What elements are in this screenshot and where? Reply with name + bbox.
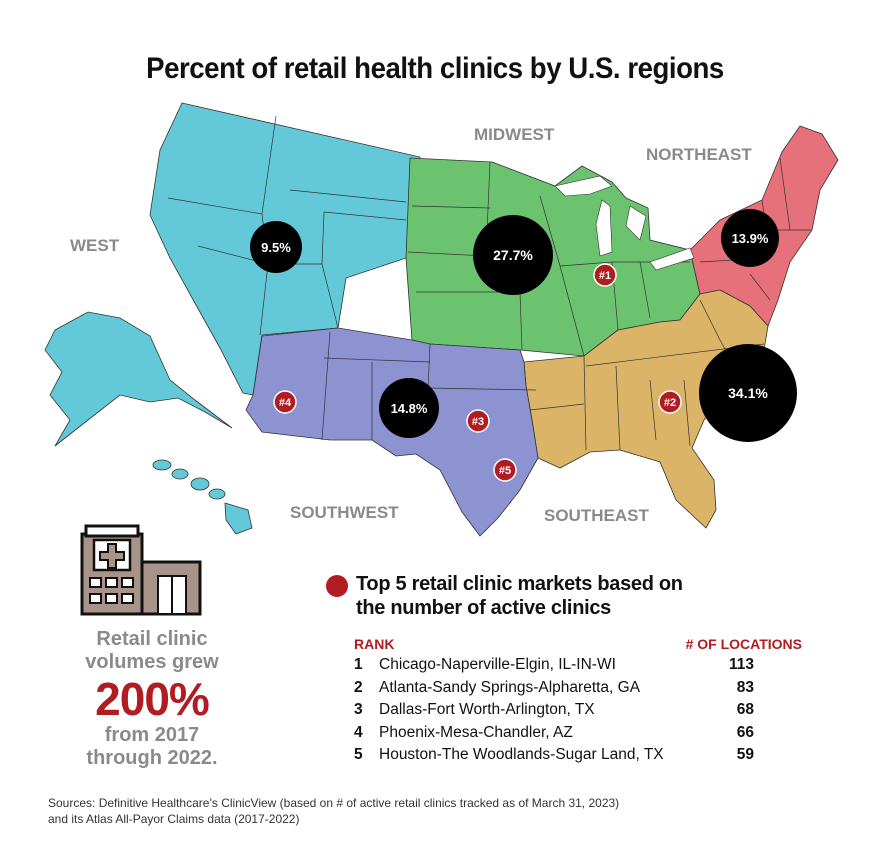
growth-callout: Retail clinic volumes grew 200% from 201…	[52, 628, 252, 770]
table-row: 4 Phoenix-Mesa-Chandler, AZ 66	[354, 724, 802, 747]
market-count: 68	[736, 701, 754, 718]
market-rank: 4	[354, 723, 363, 741]
market-count: 66	[736, 723, 754, 741]
sources-line2: and its Atlas All-Payor Claims data (201…	[48, 812, 300, 826]
legend-title-line2: the number of active clinics	[356, 597, 612, 619]
rank-marker-2: #2	[658, 390, 682, 414]
market-rank: 1	[354, 656, 363, 673]
rank-marker-3-circle	[466, 409, 490, 433]
region-label-southeast: SOUTHEAST	[544, 506, 649, 525]
table-row: 3 Dallas-Fort Worth-Arlington, TX 68	[354, 701, 802, 724]
share-bubble-northeast: 13.9%	[721, 209, 779, 267]
share-bubble-west-label: 9.5%	[261, 240, 291, 255]
rank-marker-1: #1	[593, 263, 617, 287]
rank-marker-3-label: #3	[472, 416, 484, 428]
market-rank: 2	[354, 678, 363, 696]
table-row: 5 Houston-The Woodlands-Sugar Land, TX 59	[354, 746, 802, 769]
growth-line1: Retail clinic	[96, 628, 208, 650]
market-count: 113	[728, 656, 754, 673]
share-bubble-southwest: 14.8%	[379, 378, 439, 438]
market-name: Atlanta-Sandy Springs-Alpharetta, GA	[379, 678, 641, 696]
alaska-shape	[44, 311, 233, 447]
region-southeast-shape	[523, 289, 769, 529]
region-label-west: WEST	[70, 236, 120, 255]
sources-line1: Sources: Definitive Healthcare’s ClinicV…	[48, 796, 620, 810]
growth-line2: volumes grew	[85, 651, 219, 673]
locations-header: # OF LOCATIONS	[685, 636, 802, 652]
region-west	[44, 102, 421, 535]
growth-percent: 200%	[95, 673, 210, 725]
rank-marker-1-circle	[593, 263, 617, 287]
markets-table-header: RANK # OF LOCATIONS	[354, 636, 802, 654]
market-count: 83	[736, 678, 754, 696]
share-bubble-southwest-circle	[379, 378, 439, 438]
share-bubble-northeast-circle	[721, 209, 779, 267]
rank-marker-4-circle	[273, 390, 297, 414]
market-rank: 3	[354, 701, 363, 718]
market-count: 59	[736, 746, 754, 763]
share-bubble-southwest-label: 14.8%	[391, 401, 428, 416]
share-bubble-southeast-label: 34.1%	[728, 385, 768, 401]
share-bubble-midwest: 27.7%	[473, 215, 553, 295]
region-label-southwest: SOUTHWEST	[290, 503, 399, 522]
rank-marker-4: #4	[273, 390, 297, 414]
market-name: Phoenix-Mesa-Chandler, AZ	[379, 723, 573, 741]
rank-marker-5-label: #5	[499, 465, 511, 477]
rank-marker-5-circle	[493, 458, 517, 482]
markets-legend: Top 5 retail clinic markets based on the…	[326, 572, 846, 620]
market-name: Dallas-Fort Worth-Arlington, TX	[379, 701, 595, 718]
rank-marker-1-label: #1	[599, 270, 611, 282]
market-name: Houston-The Woodlands-Sugar Land, TX	[379, 746, 664, 763]
region-label-midwest: MIDWEST	[474, 125, 555, 144]
legend-title-line1: Top 5 retail clinic markets based on	[356, 573, 683, 595]
rank-marker-4-label: #4	[279, 397, 292, 409]
share-bubble-west-circle	[250, 221, 302, 273]
share-bubble-southeast: 34.1%	[699, 344, 797, 442]
rank-header: RANK	[354, 636, 395, 652]
growth-line4: through 2022.	[86, 747, 218, 769]
markets-table: 1 Chicago-Naperville-Elgin, IL-IN-WI 113 2 A…	[354, 656, 802, 769]
clinic-building-icon	[80, 524, 202, 616]
share-bubble-midwest-label: 27.7%	[493, 247, 533, 263]
page-title: Percent of retail health clinics by U.S.…	[146, 52, 724, 85]
rank-marker-2-circle	[658, 390, 682, 414]
share-bubble-southeast-circle	[699, 344, 797, 442]
market-rank: 5	[354, 746, 363, 763]
table-row: 1 Chicago-Naperville-Elgin, IL-IN-WI 113	[354, 656, 802, 679]
share-bubble-midwest-circle	[473, 215, 553, 295]
table-row: 2 Atlanta-Sandy Springs-Alpharetta, GA 83	[354, 679, 802, 702]
region-southeast	[523, 289, 769, 529]
rank-marker-2-label: #2	[664, 397, 676, 409]
share-bubble-west: 9.5%	[250, 221, 302, 273]
region-label-northeast: NORTHEAST	[646, 145, 752, 164]
rank-marker-3: #3	[466, 409, 490, 433]
great-lakes	[554, 175, 695, 271]
growth-line3: from 2017	[104, 724, 200, 746]
rank-marker-5: #5	[493, 458, 517, 482]
market-name: Chicago-Naperville-Elgin, IL-IN-WI	[379, 656, 616, 673]
legend-dot-icon	[326, 575, 348, 597]
share-bubble-northeast-label: 13.9%	[732, 231, 769, 246]
sources-note: Sources: Definitive Healthcare’s ClinicV…	[48, 795, 848, 827]
hawaii-shape	[152, 459, 253, 535]
